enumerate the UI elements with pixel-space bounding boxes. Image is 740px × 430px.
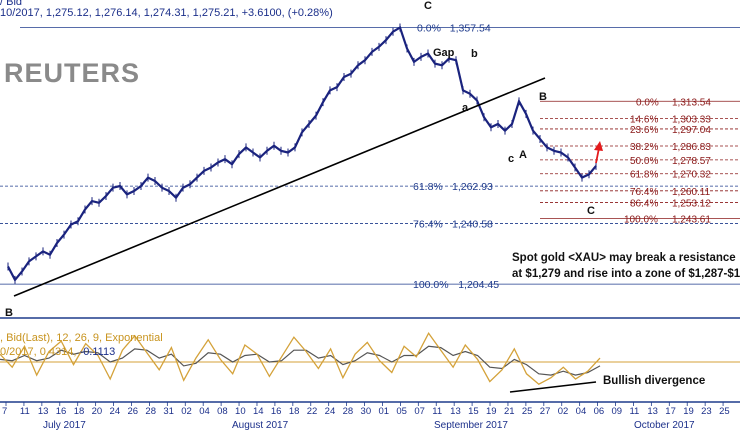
macd-value: 0/2017, 0.4314, <box>0 346 77 358</box>
fib-minor-value: 1,260.11 <box>672 187 711 198</box>
fib-minor-value: 1,253.12 <box>672 199 711 210</box>
x-tick-label: 24 <box>110 406 121 417</box>
x-tick-label: 14 <box>253 406 264 417</box>
red-arrow-head <box>594 141 603 151</box>
x-tick-label: 31 <box>163 406 174 417</box>
x-tick-label: 13 <box>450 406 461 417</box>
x-tick-label: 17 <box>665 406 676 417</box>
x-tick-label: 25 <box>719 406 730 417</box>
fib-main-value: 1,204.45 <box>458 279 499 291</box>
x-tick-label: 24 <box>325 406 336 417</box>
month-label: September 2017 <box>434 420 508 430</box>
x-tick-label: 21 <box>504 406 515 417</box>
fib-main-value: 1,357.54 <box>450 22 491 34</box>
x-tick-label: 23 <box>701 406 712 417</box>
fib-minor-value: 1,278.57 <box>672 156 711 167</box>
x-tick-label: 28 <box>343 406 354 417</box>
macd-legend-label: , Bid(Last), 12, 26, 9, Exponential <box>0 332 163 344</box>
x-tick-label: 01 <box>378 406 389 417</box>
wave-label: B <box>539 91 547 103</box>
fib-minor-value: 1,303.33 <box>672 114 711 125</box>
bullish-divergence-label: Bullish divergence <box>603 375 706 387</box>
x-tick-label: 20 <box>92 406 103 417</box>
x-tick-label: 16 <box>271 406 282 417</box>
fib-minor-label: 38.2% <box>630 142 658 153</box>
fib-main-label: 100.0% <box>413 279 449 291</box>
uptrend-line <box>13 77 546 297</box>
x-tick-label: 7 <box>2 406 7 417</box>
x-tick-label: 13 <box>647 406 658 417</box>
macd-line <box>0 331 601 385</box>
fib-minor-label: 0.0% <box>636 97 659 108</box>
x-tick-label: 13 <box>38 406 49 417</box>
x-tick-label: 15 <box>468 406 479 417</box>
x-tick-label: 02 <box>181 406 192 417</box>
x-tick-label: 10 <box>235 406 246 417</box>
fib-main-value: 1,240.58 <box>452 219 493 231</box>
instrument-title: / Bid <box>0 0 23 8</box>
wave-label: C <box>587 205 595 217</box>
fib-minor-value: 1,313.54 <box>672 97 711 108</box>
x-tick-label: 27 <box>540 406 551 417</box>
wave-label: B <box>5 307 13 319</box>
x-tick-label: 19 <box>683 406 694 417</box>
x-tick-label: 18 <box>74 406 85 417</box>
wave-label: b <box>471 48 478 60</box>
fib-minor-label: 14.6% <box>630 114 658 125</box>
x-tick-label: 25 <box>522 406 533 417</box>
fib-minor-value: 1,286.83 <box>672 142 711 153</box>
month-label: July 2017 <box>43 420 86 430</box>
divergence-line <box>509 381 597 393</box>
fib-minor-label: 86.4% <box>630 199 658 210</box>
x-tick-label: 19 <box>486 406 497 417</box>
x-tick-label: 02 <box>558 406 569 417</box>
wave-label: A <box>519 149 527 161</box>
fib-minor-label: 76.4% <box>630 187 658 198</box>
x-tick-label: 30 <box>361 406 372 417</box>
macd-legend-values: 0/2017, 0.4314, -0.1113 <box>0 346 115 358</box>
signal-value: -0.1113 <box>79 346 116 358</box>
x-tick-label: 04 <box>199 406 210 417</box>
month-label: October 2017 <box>634 420 695 430</box>
fib-minor-value: 1,243.61 <box>672 214 711 225</box>
quote-change: +3.6100, (+0.28%) <box>241 7 333 19</box>
fib-main-label: 61.8% <box>413 181 443 193</box>
fib-main-value: 1,262.93 <box>452 181 493 193</box>
fib-minor-value: 1,270.32 <box>672 170 711 181</box>
x-tick-label: 05 <box>396 406 407 417</box>
fib-main-label: 76.4% <box>413 219 443 231</box>
x-tick-label: 11 <box>432 406 442 417</box>
fib-minor-value: 1,297.04 <box>672 125 711 136</box>
fib-main-label: 0.0% <box>417 22 441 34</box>
fib-minor-label: 100.0% <box>624 214 658 225</box>
x-tick-label: 26 <box>127 406 138 417</box>
fib-minor-label: 23.6% <box>630 125 658 136</box>
wave-label: C <box>424 0 432 12</box>
fib-minor-label: 50.0% <box>630 156 658 167</box>
month-label: August 2017 <box>232 420 289 430</box>
signal-line <box>0 345 601 376</box>
analysis-note-line1: Spot gold <XAU> may break a resistance <box>512 252 736 264</box>
x-tick-label: 07 <box>414 406 425 417</box>
x-tick-label: 18 <box>289 406 300 417</box>
x-tick-label: 08 <box>217 406 228 417</box>
fib-minor-label: 61.8% <box>630 170 658 181</box>
x-tick-label: 11 <box>629 406 639 417</box>
reuters-watermark: REUTERS <box>4 58 141 88</box>
wave-label: c <box>508 153 514 165</box>
x-tick-label: 22 <box>307 406 318 417</box>
x-tick-label: 11 <box>20 406 30 417</box>
x-tick-label: 04 <box>576 406 587 417</box>
x-tick-label: 16 <box>56 406 67 417</box>
quote-ohlc: 10/2017, 1,275.12, 1,276.14, 1,274.31, 1… <box>0 7 239 19</box>
x-tick-label: 06 <box>594 406 605 417</box>
wave-label: a <box>462 102 469 114</box>
quote-line: 10/2017, 1,275.12, 1,276.14, 1,274.31, 1… <box>0 7 333 19</box>
x-tick-label: 28 <box>145 406 156 417</box>
x-tick-label: 09 <box>612 406 623 417</box>
wave-label: Gap <box>433 47 455 59</box>
analysis-note-line2: at $1,279 and rise into a zone of $1,287… <box>512 268 740 280</box>
